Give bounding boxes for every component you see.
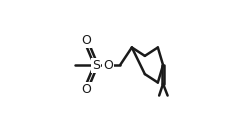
Text: O: O — [103, 58, 113, 72]
Text: O: O — [81, 34, 91, 47]
Text: O: O — [81, 83, 91, 96]
Text: S: S — [92, 58, 100, 72]
